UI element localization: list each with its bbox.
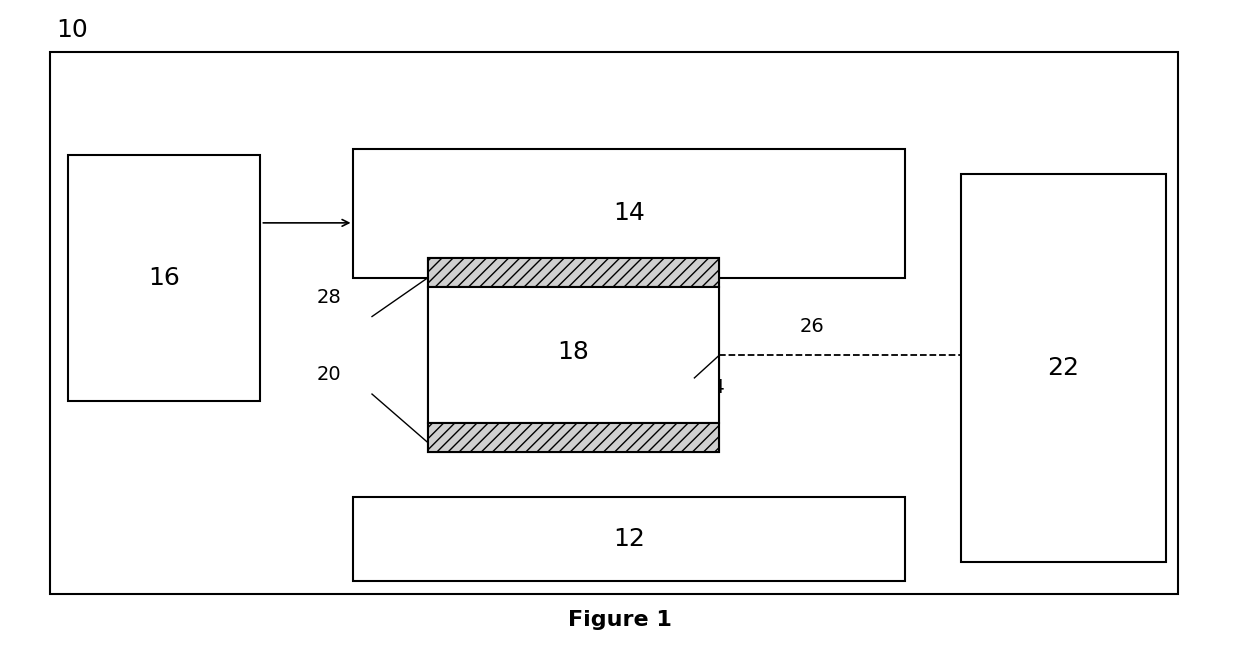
Bar [353,497,905,581]
Text: 18: 18 [557,340,589,364]
Bar [428,258,719,287]
Text: 16: 16 [149,266,180,290]
Text: 20: 20 [316,365,341,384]
Bar [353,149,905,278]
Text: 26: 26 [800,317,825,336]
Text: 10: 10 [56,18,88,42]
Bar [961,174,1166,562]
Bar [428,287,719,423]
Bar [50,52,1178,594]
Text: 22: 22 [1048,356,1079,380]
Text: Figure 1: Figure 1 [568,610,672,630]
Bar [428,423,719,452]
Text: 24: 24 [701,378,725,397]
Text: 14: 14 [614,201,645,225]
Text: 12: 12 [614,527,645,552]
Text: 28: 28 [316,287,341,307]
Bar [68,155,260,401]
Bar [428,258,719,452]
